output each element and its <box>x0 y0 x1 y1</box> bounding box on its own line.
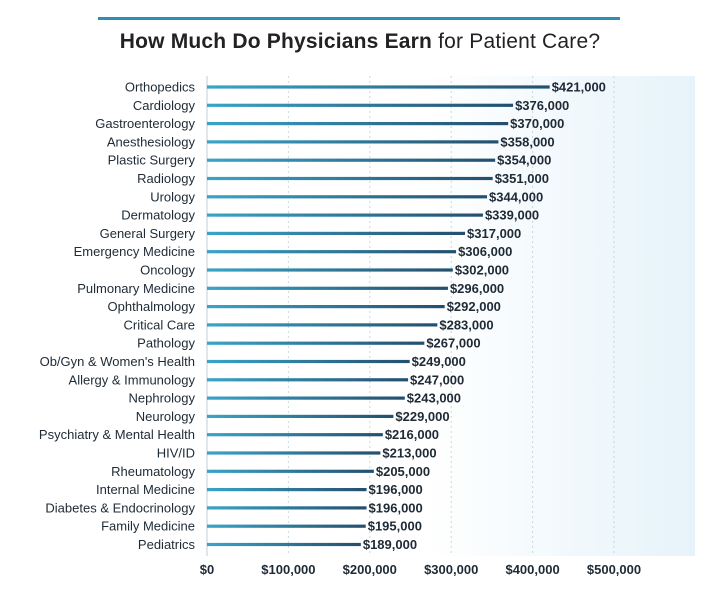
value-label: $317,000 <box>467 226 521 241</box>
value-label: $196,000 <box>369 482 423 497</box>
category-label: Allergy & Immunology <box>69 372 196 387</box>
category-label: Ophthalmology <box>108 299 196 314</box>
bar <box>207 286 448 290</box>
category-label: Critical Care <box>123 317 195 332</box>
value-label: $213,000 <box>382 446 436 461</box>
value-label: $421,000 <box>552 80 606 95</box>
x-tick-label: $0 <box>200 562 214 577</box>
bar <box>207 176 493 181</box>
bar <box>207 213 483 217</box>
value-label: $283,000 <box>439 317 493 332</box>
bar <box>207 506 367 510</box>
bar <box>207 103 514 107</box>
bar <box>207 122 509 126</box>
category-label: Pathology <box>137 336 195 351</box>
bar <box>207 305 445 309</box>
category-label: Oncology <box>140 263 195 278</box>
category-label: General Surgery <box>100 226 196 241</box>
category-label: Pediatrics <box>138 537 196 552</box>
value-label: $243,000 <box>407 391 461 406</box>
bar <box>207 140 499 144</box>
category-label: HIV/ID <box>157 446 195 461</box>
category-label: Radiology <box>137 171 195 186</box>
bar <box>207 542 361 547</box>
bar <box>207 451 381 455</box>
bar <box>207 195 488 199</box>
bar <box>207 268 453 272</box>
value-label: $302,000 <box>455 263 509 278</box>
bar <box>207 158 496 162</box>
value-label: $196,000 <box>369 500 423 515</box>
category-label: Neurology <box>136 409 196 424</box>
category-label: Gastroenterology <box>95 116 195 131</box>
value-label: $370,000 <box>510 116 564 131</box>
bar <box>207 323 438 327</box>
bar <box>207 396 405 400</box>
x-tick-label: $300,000 <box>424 562 478 577</box>
value-label: $249,000 <box>412 354 466 369</box>
category-label: Anesthesiology <box>107 134 196 149</box>
bar <box>207 433 383 437</box>
value-label: $189,000 <box>363 537 417 552</box>
value-label: $296,000 <box>450 281 504 296</box>
chart-title: How Much Do Physicians Earn for Patient … <box>0 30 720 54</box>
category-label: Diabetes & Endocrinology <box>45 500 195 515</box>
category-label: Pulmonary Medicine <box>77 281 195 296</box>
category-label: Orthopedics <box>125 80 196 95</box>
category-label: Nephrology <box>129 391 196 406</box>
bar <box>207 414 394 418</box>
title-rule <box>98 17 620 20</box>
bar <box>207 359 410 364</box>
category-label: Cardiology <box>133 98 196 113</box>
category-label: Ob/Gyn & Women's Health <box>40 354 195 369</box>
bar <box>207 341 425 345</box>
value-label: $229,000 <box>395 409 449 424</box>
value-label: $216,000 <box>385 427 439 442</box>
bar <box>207 231 466 235</box>
chart-title-rest: for Patient Care? <box>432 30 601 53</box>
category-label: Emergency Medicine <box>74 244 195 259</box>
x-tick-label: $500,000 <box>587 562 641 577</box>
chart-title-strong: How Much Do Physicians Earn <box>119 30 433 53</box>
value-label: $344,000 <box>489 189 543 204</box>
value-label: $247,000 <box>410 372 464 387</box>
value-label: $354,000 <box>497 153 551 168</box>
bar <box>207 469 374 473</box>
x-tick-label: $400,000 <box>505 562 559 577</box>
x-tick-label: $200,000 <box>343 562 397 577</box>
category-label: Family Medicine <box>101 519 195 534</box>
category-label: Dermatology <box>121 208 195 223</box>
bar <box>207 378 409 382</box>
value-label: $292,000 <box>447 299 501 314</box>
bar <box>207 524 366 528</box>
bar <box>207 488 367 492</box>
category-label: Urology <box>150 189 195 204</box>
category-label: Rheumatology <box>111 464 195 479</box>
x-tick-label: $100,000 <box>261 562 315 577</box>
bar <box>207 250 457 254</box>
value-label: $376,000 <box>515 98 569 113</box>
value-label: $306,000 <box>458 244 512 259</box>
value-label: $205,000 <box>376 464 430 479</box>
value-label: $339,000 <box>485 208 539 223</box>
value-label: $351,000 <box>495 171 549 186</box>
value-label: $358,000 <box>500 134 554 149</box>
bar <box>207 85 550 89</box>
value-label: $195,000 <box>368 519 422 534</box>
category-label: Psychiatry & Mental Health <box>39 427 195 442</box>
category-label: Plastic Surgery <box>108 153 196 168</box>
value-label: $267,000 <box>426 336 480 351</box>
category-label: Internal Medicine <box>96 482 195 497</box>
